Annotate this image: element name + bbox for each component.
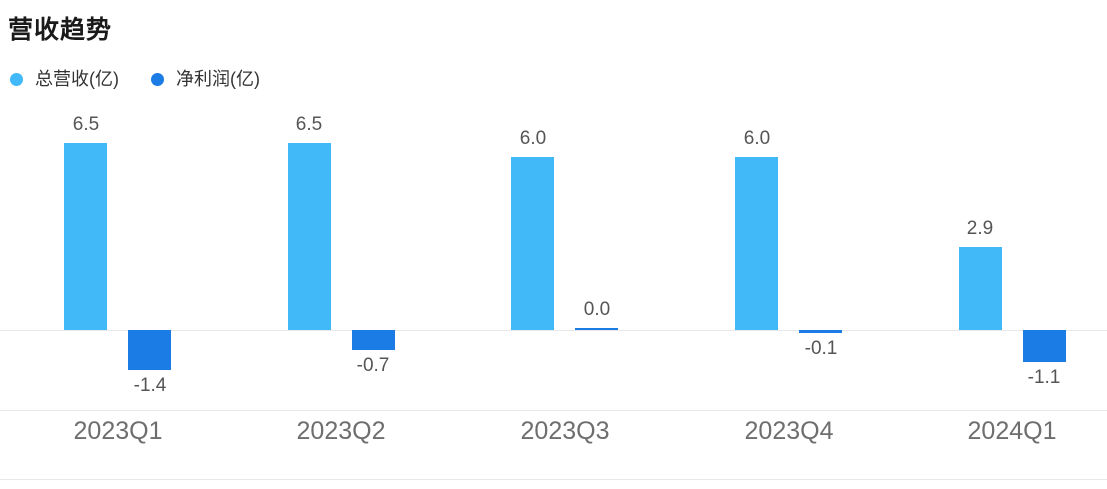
legend-dot-icon bbox=[10, 72, 23, 86]
zero-line bbox=[0, 330, 1107, 331]
x-axis-label: 2024Q1 bbox=[967, 417, 1057, 445]
bar-value-label: -0.7 bbox=[356, 355, 390, 376]
bar-value-label: -1.1 bbox=[1027, 367, 1061, 388]
bar-total-revenue[interactable] bbox=[735, 157, 778, 330]
bar-total-revenue[interactable] bbox=[64, 143, 107, 330]
bar-value-label: 6.5 bbox=[295, 114, 323, 135]
bar-value-label: 6.0 bbox=[519, 128, 547, 149]
bar-net-profit[interactable] bbox=[799, 330, 842, 333]
bar-value-label: 6.5 bbox=[72, 114, 100, 135]
bar-value-label: -0.1 bbox=[804, 338, 838, 359]
x-axis-label: 2023Q1 bbox=[73, 417, 163, 445]
bar-value-label: 6.0 bbox=[743, 128, 771, 149]
bar-total-revenue[interactable] bbox=[511, 157, 554, 330]
bar-total-revenue[interactable] bbox=[288, 143, 331, 330]
bar-value-label: 2.9 bbox=[966, 218, 994, 239]
x-axis-label: 2023Q3 bbox=[520, 417, 610, 445]
bar-net-profit[interactable] bbox=[128, 330, 171, 370]
chart-title: 营收趋势 bbox=[8, 16, 113, 44]
legend-item-net-profit[interactable]: 净利润(亿) bbox=[151, 70, 260, 88]
legend-dot-icon bbox=[151, 72, 164, 86]
bar-net-profit[interactable] bbox=[575, 328, 618, 330]
bottom-divider bbox=[0, 479, 1107, 480]
bar-net-profit[interactable] bbox=[1023, 330, 1066, 362]
x-axis-label: 2023Q4 bbox=[744, 417, 834, 445]
x-axis-line bbox=[0, 410, 1107, 411]
legend-item-label: 净利润(亿) bbox=[176, 69, 260, 89]
chart-legend: 总营收(亿) 净利润(亿) bbox=[10, 70, 260, 88]
bar-value-label: 0.0 bbox=[583, 299, 611, 320]
bar-total-revenue[interactable] bbox=[959, 247, 1002, 330]
x-axis-label: 2023Q2 bbox=[296, 417, 386, 445]
bar-net-profit[interactable] bbox=[352, 330, 395, 350]
legend-item-label: 总营收(亿) bbox=[35, 69, 119, 89]
legend-item-total-revenue[interactable]: 总营收(亿) bbox=[10, 70, 119, 88]
bar-value-label: -1.4 bbox=[133, 375, 167, 396]
